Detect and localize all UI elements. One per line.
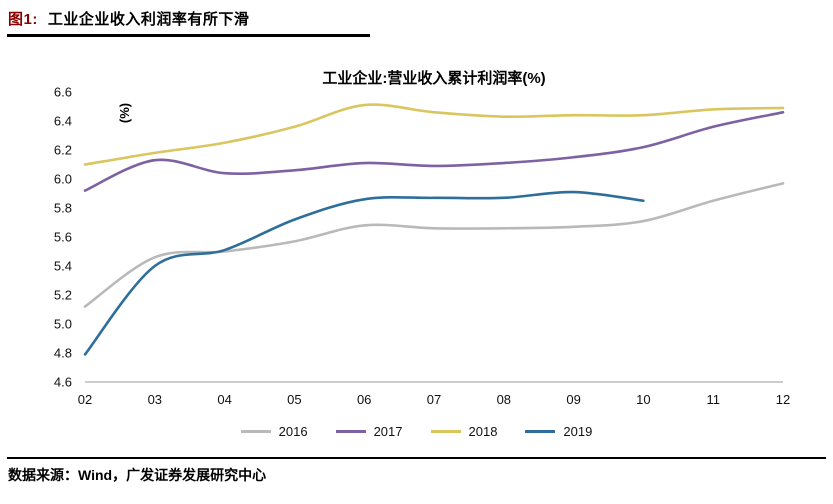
chart-legend: 2016 2017 2018 2019 xyxy=(0,419,833,443)
y-tick-label: 5.6 xyxy=(54,230,72,245)
legend-item-2017: 2017 xyxy=(335,423,403,439)
y-tick-label: 6.4 xyxy=(54,114,72,129)
figure-label: 图1: xyxy=(8,11,38,28)
y-tick-label: 5.8 xyxy=(54,201,72,216)
legend-label: 2018 xyxy=(468,423,498,439)
plot-area: 4.6 4.8 5.0 5.2 5.4 5.6 5.8 6.0 6.2 6.4 6.6 02 03 04 0… xyxy=(54,85,790,408)
x-tick-label: 02 xyxy=(78,392,92,407)
y-tick-label: 5.4 xyxy=(54,259,72,274)
footer-divider xyxy=(7,457,826,459)
x-tick-label: 08 xyxy=(497,392,511,407)
series-line-2016 xyxy=(83,182,785,308)
series-line-2019 xyxy=(83,190,645,356)
y-tick-label: 6.2 xyxy=(54,143,72,158)
x-tick-label: 04 xyxy=(217,392,231,407)
x-tick-label: 11 xyxy=(706,392,720,407)
y-tick-label: 4.8 xyxy=(54,346,72,361)
legend-label: 2017 xyxy=(373,423,403,439)
y-tick-label: 4.6 xyxy=(54,375,72,390)
legend-label: 2019 xyxy=(563,423,593,439)
y-tick-label: 6.6 xyxy=(54,85,72,100)
line-chart: 工业企业:营业收入累计利润率(%) (%) 4.6 4.8 5.0 5.2 5.4 5.6… xyxy=(54,69,790,408)
figure-title: 工业企业收入利润率有所下滑 xyxy=(47,11,250,28)
x-tick-label: 09 xyxy=(566,392,580,407)
chart-title: 工业企业:营业收入累计利润率(%) xyxy=(322,69,545,87)
x-tick-label: 03 xyxy=(148,392,162,407)
x-tick-label: 05 xyxy=(287,392,301,407)
title-underline xyxy=(7,34,370,37)
legend-label: 2016 xyxy=(278,423,308,439)
series-line-2018 xyxy=(83,103,785,166)
legend-item-2018: 2018 xyxy=(430,423,498,439)
legend-swatch-2018 xyxy=(430,429,461,433)
x-tick-label: 06 xyxy=(357,392,371,407)
legend-swatch-2019 xyxy=(525,429,556,433)
x-tick-label: 10 xyxy=(636,392,650,407)
series-line-2017 xyxy=(83,111,785,192)
data-source: 数据来源：Wind，广发证券发展研究中心 xyxy=(8,467,267,483)
y-axis-label: (%) xyxy=(117,103,132,123)
legend-swatch-2017 xyxy=(335,429,366,433)
y-tick-label: 6.0 xyxy=(54,172,72,187)
legend-item-2016: 2016 xyxy=(240,423,308,439)
legend-item-2019: 2019 xyxy=(525,424,592,439)
y-tick-label: 5.0 xyxy=(54,317,72,332)
x-tick-label: 12 xyxy=(776,392,790,407)
legend-swatch-2016 xyxy=(240,429,271,433)
y-tick-label: 5.2 xyxy=(54,288,72,303)
figure-header: 图1: 工业企业收入利润率有所下滑 xyxy=(0,0,833,29)
x-tick-label: 07 xyxy=(427,392,441,407)
